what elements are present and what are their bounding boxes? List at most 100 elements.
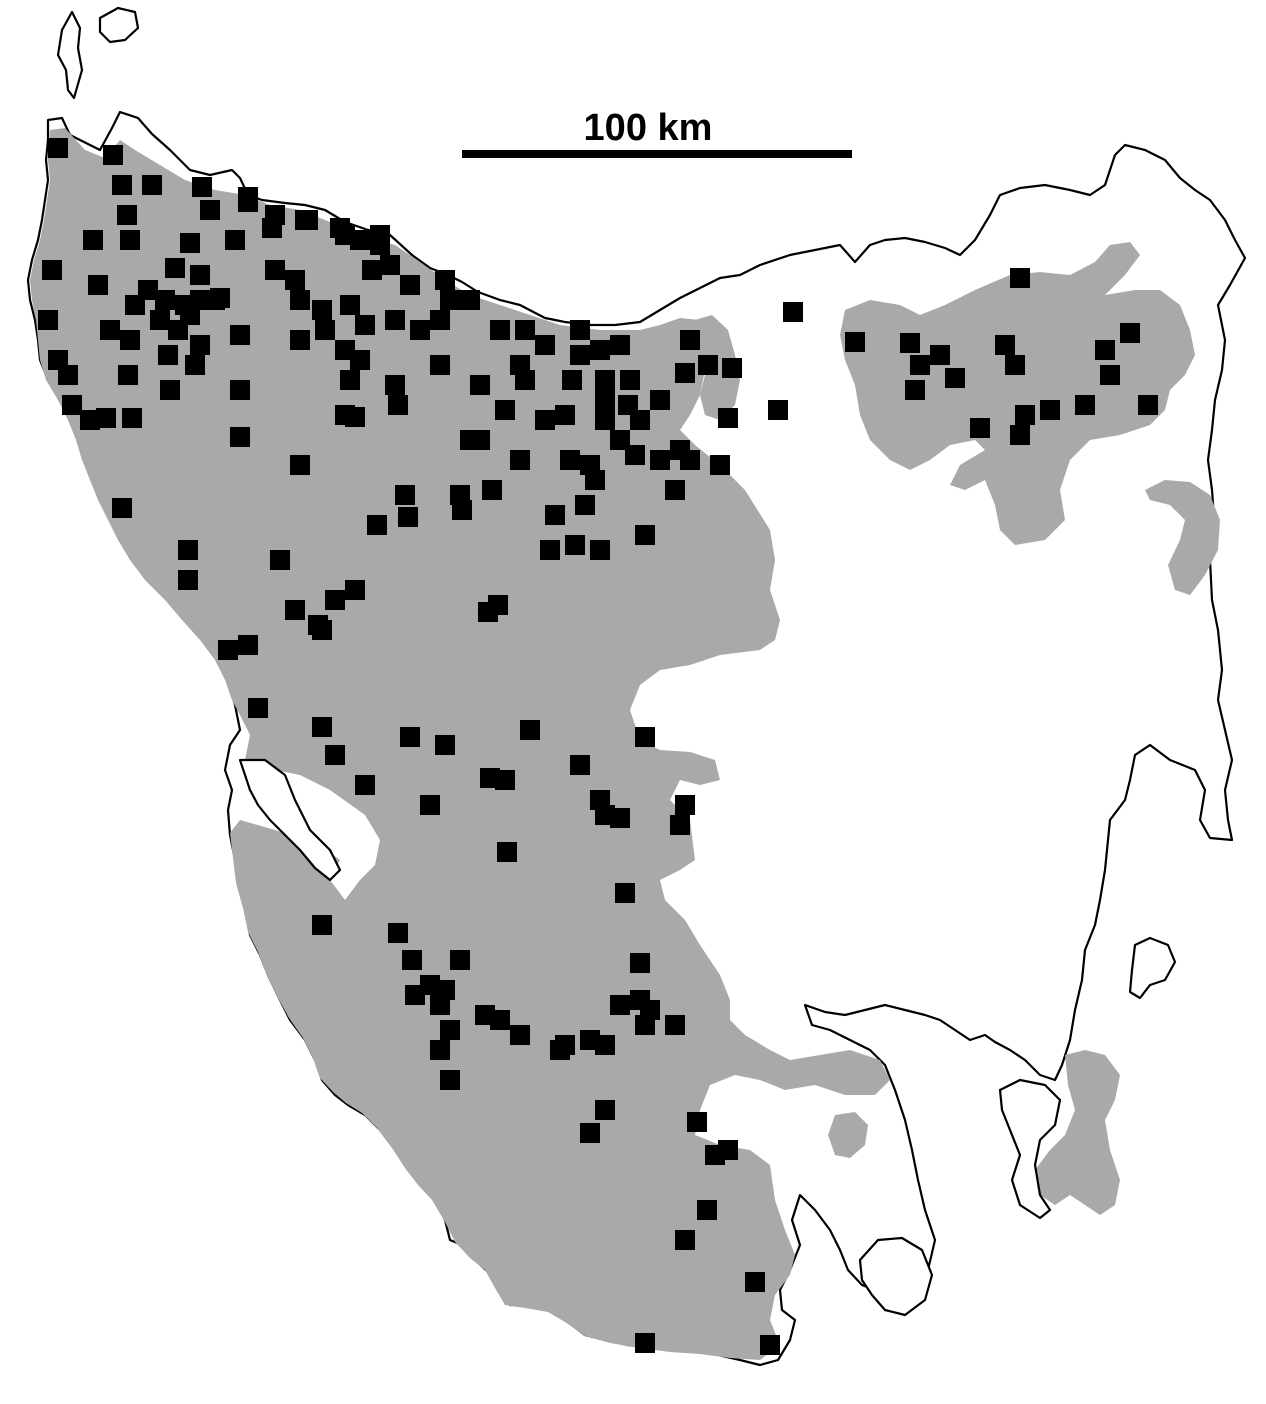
record-marker [350, 350, 370, 370]
record-marker [585, 470, 605, 490]
record-marker [687, 1112, 707, 1132]
record-marker [312, 300, 332, 320]
record-marker [535, 335, 555, 355]
record-marker [345, 407, 365, 427]
record-marker [630, 410, 650, 430]
record-marker [42, 260, 62, 280]
record-marker [495, 770, 515, 790]
record-marker [482, 480, 502, 500]
record-marker [570, 755, 590, 775]
record-marker [192, 177, 212, 197]
record-marker [555, 405, 575, 425]
record-marker [265, 260, 285, 280]
record-marker [122, 408, 142, 428]
record-marker [760, 1335, 780, 1355]
record-marker [675, 363, 695, 383]
record-marker [325, 590, 345, 610]
record-marker [385, 310, 405, 330]
record-marker [367, 515, 387, 535]
record-marker [570, 320, 590, 340]
record-marker [625, 445, 645, 465]
record-marker [910, 355, 930, 375]
record-marker [520, 720, 540, 740]
record-marker [120, 230, 140, 250]
record-marker [1120, 323, 1140, 343]
record-marker [650, 390, 670, 410]
record-marker [562, 370, 582, 390]
record-marker [1040, 400, 1060, 420]
record-marker [118, 365, 138, 385]
record-marker [290, 330, 310, 350]
record-marker [590, 340, 610, 360]
record-marker [238, 192, 258, 212]
record-marker [945, 368, 965, 388]
record-marker [180, 305, 200, 325]
record-marker [142, 175, 162, 195]
record-marker [710, 455, 730, 475]
record-marker [96, 408, 116, 428]
record-marker [402, 950, 422, 970]
record-marker [675, 1230, 695, 1250]
scale-bar: 100 km [462, 107, 852, 158]
record-marker [312, 915, 332, 935]
scale-bar-label: 100 km [584, 107, 713, 149]
record-marker [165, 258, 185, 278]
record-marker [635, 1333, 655, 1353]
record-marker [510, 1025, 530, 1045]
record-marker [630, 953, 650, 973]
record-marker [312, 620, 332, 640]
record-marker [225, 230, 245, 250]
record-marker [83, 230, 103, 250]
record-marker [362, 260, 382, 280]
distribution-range-northeast [840, 242, 1195, 545]
record-marker [218, 640, 238, 660]
distribution-range-tasman [1035, 1050, 1120, 1215]
record-marker [80, 410, 100, 430]
record-marker [238, 635, 258, 655]
record-marker [1010, 268, 1030, 288]
record-marker [190, 265, 210, 285]
record-marker [112, 498, 132, 518]
record-marker [697, 1200, 717, 1220]
record-marker [783, 302, 803, 322]
record-marker [248, 698, 268, 718]
record-marker [88, 275, 108, 295]
record-marker [515, 320, 535, 340]
record-marker [490, 320, 510, 340]
record-marker [650, 450, 670, 470]
record-marker [1075, 395, 1095, 415]
record-marker [1100, 365, 1120, 385]
record-marker [970, 418, 990, 438]
record-marker [995, 335, 1015, 355]
record-marker [570, 345, 590, 365]
record-marker [180, 233, 200, 253]
record-marker [1015, 405, 1035, 425]
record-marker [62, 395, 82, 415]
record-marker [410, 320, 430, 340]
record-marker [595, 1100, 615, 1120]
record-marker [440, 1020, 460, 1040]
record-marker [178, 570, 198, 590]
record-marker [185, 355, 205, 375]
record-marker [48, 138, 68, 158]
record-marker [385, 375, 405, 395]
island-bruny-outline [858, 1236, 934, 1317]
record-marker [100, 320, 120, 340]
record-marker [58, 365, 78, 385]
record-marker [460, 430, 480, 450]
distribution-range-east [1145, 480, 1220, 595]
record-marker [117, 205, 137, 225]
record-markers [38, 138, 1158, 1355]
record-marker [450, 950, 470, 970]
island-east-coast [998, 1078, 1062, 1220]
record-marker [718, 1140, 738, 1160]
record-marker [230, 380, 250, 400]
distribution-range-southeast-small [828, 1112, 868, 1158]
record-marker [435, 735, 455, 755]
record-marker [610, 335, 630, 355]
record-marker [230, 427, 250, 447]
record-marker [312, 717, 332, 737]
record-marker [112, 175, 132, 195]
record-marker [398, 507, 418, 527]
